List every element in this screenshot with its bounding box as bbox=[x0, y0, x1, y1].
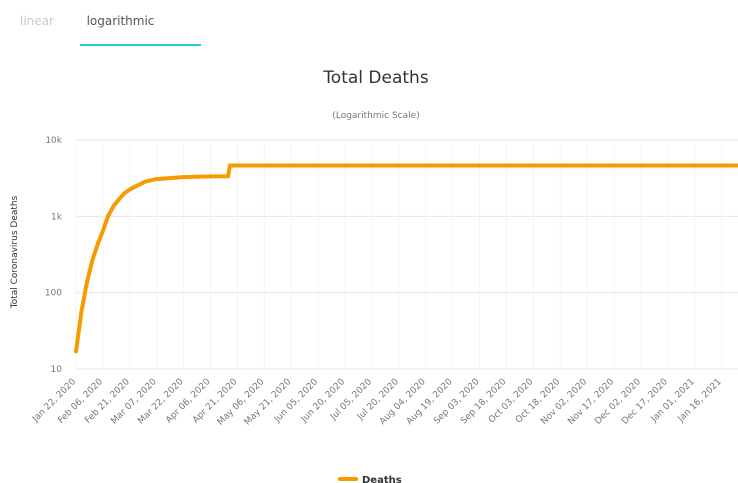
y-tick-label: 1k bbox=[51, 212, 63, 222]
grid bbox=[75, 139, 738, 370]
x-tick-label: May 06, 2020 bbox=[216, 377, 267, 428]
chart-title: Total Deaths bbox=[322, 68, 429, 88]
y-axis: 10 100 1k 10k bbox=[45, 136, 63, 375]
legend-label-deaths: Deaths bbox=[362, 475, 402, 483]
y-tick-label: 10k bbox=[45, 136, 62, 146]
series-layer bbox=[74, 163, 738, 354]
legend[interactable]: Deaths bbox=[338, 475, 402, 483]
tab-logarithmic-label: logarithmic bbox=[86, 14, 155, 28]
x-tick-label: May 21, 2020 bbox=[243, 377, 294, 428]
chart-subtitle: (Logarithmic Scale) bbox=[332, 111, 419, 121]
scale-tabs: linear logarithmic bbox=[0, 0, 738, 48]
y-tick-label: 100 bbox=[45, 289, 62, 299]
series-line-deaths[interactable] bbox=[74, 163, 738, 354]
y-tick-label: 10 bbox=[51, 365, 63, 375]
y-axis-label: Total Coronavirus Deaths bbox=[10, 195, 20, 309]
tab-logarithmic[interactable]: logarithmic bbox=[80, 10, 201, 46]
tab-linear[interactable]: linear bbox=[20, 14, 54, 28]
